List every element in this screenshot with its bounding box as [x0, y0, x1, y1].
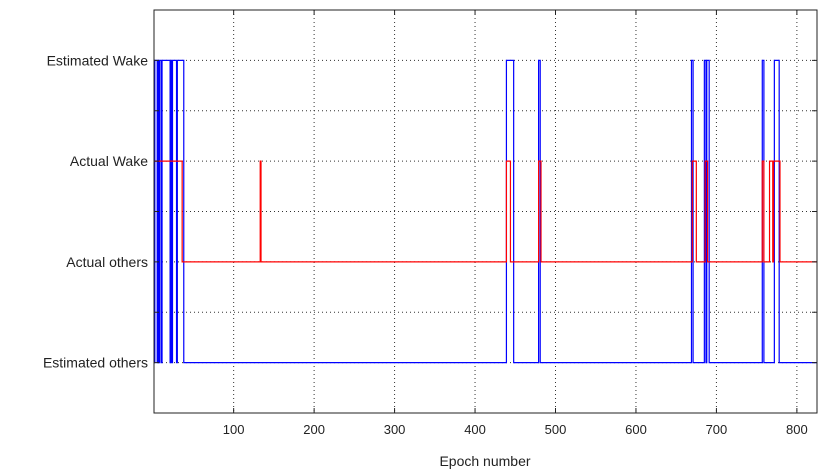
x-tick-label: 500 — [545, 422, 567, 437]
y-tick-label: Estimated others — [43, 355, 148, 371]
x-axis-title: Epoch number — [439, 453, 530, 469]
x-tick-label: 200 — [303, 422, 325, 437]
y-tick-label: Actual others — [66, 254, 148, 270]
x-axis-labels: 100 200 300 400 500 600 700 800 — [223, 422, 808, 437]
grid-lines — [154, 10, 817, 413]
series-actual — [154, 160, 817, 263]
y-tick-label: Estimated Wake — [47, 52, 149, 68]
x-tick-label: 600 — [625, 422, 647, 437]
x-tick-label: 100 — [223, 422, 245, 437]
y-tick-label: Actual Wake — [70, 153, 148, 169]
data-series — [154, 59, 817, 364]
x-tick-label: 400 — [464, 422, 486, 437]
plot-frame — [153, 9, 818, 414]
x-tick-label: 300 — [384, 422, 406, 437]
axis-ticks — [154, 10, 817, 413]
y-axis-labels: Estimated others Actual others Actual Wake… — [43, 52, 148, 370]
series-estimated — [154, 59, 817, 364]
x-tick-label: 800 — [786, 422, 808, 437]
x-tick-label: 700 — [706, 422, 728, 437]
